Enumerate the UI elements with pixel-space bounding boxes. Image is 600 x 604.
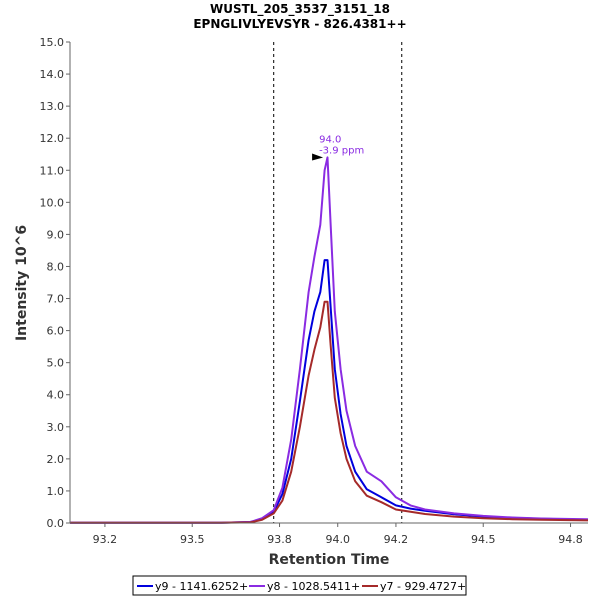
- series-line-y9: [70, 259, 589, 524]
- y-tick-label: 2.0: [47, 453, 65, 466]
- series-line-y8: [70, 156, 589, 524]
- peak-arrow-icon: [312, 153, 324, 161]
- x-tick-label: 93.8: [267, 533, 292, 546]
- y-tick-label: 1.0: [47, 485, 65, 498]
- y-tick-label: 3.0: [47, 421, 65, 434]
- peak-annotation-ppm: -3.9 ppm: [319, 145, 364, 156]
- y-tick-label: 8.0: [47, 260, 65, 273]
- y-tick-label: 14.0: [40, 68, 65, 81]
- legend-label: y8 - 1028.5411+: [267, 580, 360, 593]
- x-axis-label: Retention Time: [269, 552, 390, 568]
- legend-box: [132, 575, 467, 596]
- x-tick-label: 94.0: [325, 533, 350, 546]
- y-tick-label: 9.0: [47, 228, 65, 241]
- y-tick-label: 15.0: [40, 36, 65, 49]
- x-tick-label: 94.2: [384, 533, 409, 546]
- y-tick-label: 6.0: [47, 325, 65, 338]
- peak-annotation-rt: 94.0: [319, 134, 341, 145]
- series-lines: [70, 156, 589, 524]
- legend-label: y9 - 1141.6252+: [155, 580, 248, 593]
- x-tick-label: 94.5: [471, 533, 496, 546]
- marker-lines: [273, 42, 403, 523]
- peak-annotation: 94.0-3.9 ppm: [312, 134, 364, 161]
- x-tick-label: 93.5: [180, 533, 205, 546]
- legend-label: y7 - 929.4727+: [380, 580, 466, 593]
- legend: y9 - 1141.6252+ y8 - 1028.5411+ y7 - 929.4…: [132, 575, 467, 596]
- series-line-y7: [70, 300, 589, 524]
- chart-title: WUSTL_205_3537_3151_18: [210, 2, 390, 17]
- y-tick-label: 5.0: [47, 357, 65, 370]
- y-tick-label: 0.0: [47, 517, 65, 530]
- y-tick-label: 11.0: [40, 164, 65, 177]
- y-tick-label: 4.0: [47, 389, 65, 402]
- legend-items: y9 - 1141.6252+ y8 - 1028.5411+ y7 - 929.4…: [137, 580, 466, 593]
- x-tick-label: 93.2: [93, 533, 118, 546]
- y-tick-label: 10.0: [40, 196, 65, 209]
- x-tick-label: 94.8: [558, 533, 583, 546]
- axis-ticks: 0.0 1.0 2.0 3.0 4.0 5.0 6.0 7.0 8.0 9.0 10.0 11.0 12…: [40, 36, 583, 546]
- y-tick-label: 12.0: [40, 132, 65, 145]
- y-tick-label: 7.0: [47, 293, 65, 306]
- y-tick-label: 13.0: [40, 100, 65, 113]
- y-axis-label: Intensity 10^6: [14, 225, 30, 341]
- chart-subtitle: EPNGLIVLYEVSYR - 826.4381++: [193, 17, 406, 31]
